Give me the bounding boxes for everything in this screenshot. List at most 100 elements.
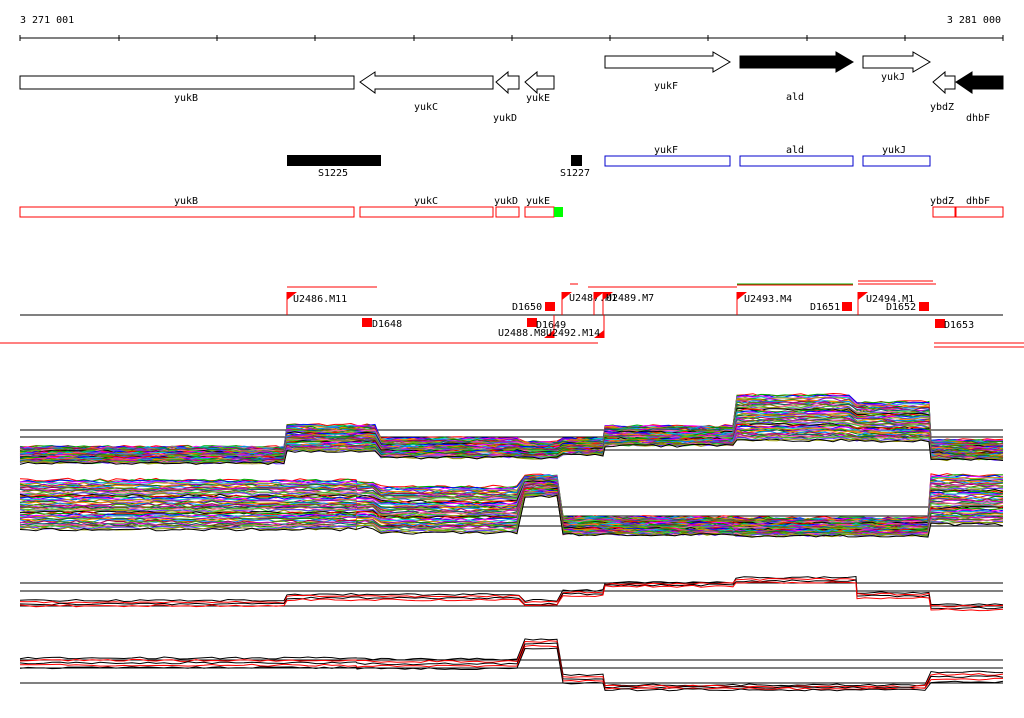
gene-label: yukB	[174, 93, 198, 104]
gene-dhbF[interactable]: dhbF	[955, 71, 1004, 124]
flag-label: U2494.M1	[866, 294, 914, 305]
operon-ald[interactable]: ald	[739, 145, 854, 167]
gene-yukF[interactable]: yukF	[604, 51, 731, 92]
expression-trace	[19, 638, 1004, 687]
cds-track: yukB yukC yukD yukE ybdZ dhbF	[19, 196, 1004, 218]
expression-trace	[19, 483, 1003, 529]
highlight-marker	[554, 207, 563, 217]
flag-U2492.M14[interactable]: U2492.M14	[546, 315, 605, 339]
expression-trace	[19, 412, 1004, 456]
expression-trace	[19, 575, 1004, 606]
flag-label: U2486.M11	[293, 294, 347, 305]
expression-trace	[19, 579, 1004, 610]
flag-U2493.M4[interactable]: U2493.M4	[736, 292, 792, 315]
cds-ybdZ[interactable]: ybdZ	[930, 196, 956, 218]
flag-D1652[interactable]: D1652	[886, 302, 929, 313]
cds-label: yukC	[414, 196, 438, 207]
gene-label: ybdZ	[930, 102, 954, 113]
gene-ybdZ[interactable]: ybdZ	[930, 70, 956, 113]
gene-yukJ[interactable]: yukJ	[862, 51, 931, 83]
coordinate-ruler: 3 271 001 3 281 000	[19, 15, 1004, 41]
feature-label: S1225	[318, 168, 348, 179]
expression-panel-4	[19, 638, 1004, 692]
flag-U2488.M8[interactable]: U2488.M8	[498, 315, 555, 339]
flag-label: U2489.M7	[606, 293, 654, 304]
flag-U2487.M1[interactable]: U2487.M1	[561, 292, 617, 315]
ruler-end-label: 3 281 000	[947, 15, 1001, 26]
gene-label: ald	[786, 92, 804, 103]
expression-traces	[19, 392, 1004, 466]
operon-yukF[interactable]: yukF	[604, 145, 731, 167]
cds-yukD[interactable]: yukD	[494, 196, 520, 218]
flag-D1651[interactable]: D1651	[810, 302, 852, 313]
gene-yukB[interactable]: yukB	[19, 75, 355, 104]
gene-label: yukC	[414, 102, 438, 113]
gene-yukD[interactable]: yukD	[493, 70, 520, 124]
ruler-ticks	[19, 35, 1004, 41]
flag-label: D1652	[886, 302, 916, 313]
expression-trace	[19, 492, 1004, 536]
operon-label: ald	[786, 145, 804, 156]
flag-label: D1653	[944, 320, 974, 331]
expression-trace	[19, 493, 1004, 537]
cds-yukE[interactable]: yukE	[524, 196, 563, 218]
cds-label: yukB	[174, 196, 198, 207]
operon-label: yukF	[654, 145, 678, 156]
flag-label: D1651	[810, 302, 840, 313]
flag-U2494.M1[interactable]: U2494.M1	[857, 292, 914, 315]
operon-label: yukJ	[882, 145, 906, 156]
cds-yukB[interactable]: yukB	[19, 196, 355, 218]
flag-label: U2492.M14	[546, 328, 600, 339]
gene-yukE[interactable]: yukE	[524, 70, 555, 104]
transcript-track: U2486.M11 D1650 U2487.M1 U2489.M7 U2493.…	[0, 280, 1024, 348]
flag-label: D1648	[372, 319, 402, 330]
expression-trace	[19, 581, 1004, 612]
flag-label: D1650	[512, 302, 542, 313]
cds-dhbF[interactable]: dhbF	[955, 196, 1004, 218]
flag-D1648[interactable]: D1648	[362, 318, 402, 330]
expression-traces	[19, 473, 1004, 538]
cds-label: dhbF	[966, 196, 990, 207]
expression-panel-1	[19, 392, 1004, 466]
flag-label: U2487.M1	[569, 293, 617, 304]
gene-label: yukE	[526, 93, 550, 104]
flag-U2489.M7[interactable]: U2489.M7	[593, 292, 654, 315]
flag-label: U2493.M4	[744, 294, 792, 305]
expression-trace	[19, 494, 1004, 538]
cds-label: ybdZ	[930, 196, 954, 207]
flag-D1653[interactable]: D1653	[935, 319, 974, 331]
expression-trace	[19, 425, 1004, 461]
flag-label: U2488.M8	[498, 328, 546, 339]
expression-trace	[19, 577, 1004, 608]
ruler-start-label: 3 271 001	[20, 15, 74, 26]
expression-trace	[19, 479, 1004, 525]
expression-trace	[19, 475, 1004, 521]
expression-trace	[19, 642, 1004, 689]
cds-label: yukD	[494, 196, 518, 207]
operon-yukJ[interactable]: yukJ	[862, 145, 931, 167]
expression-panel-2	[19, 473, 1004, 538]
feature-S1227[interactable]: S1227	[560, 155, 590, 179]
gene-yukC[interactable]: yukC	[359, 71, 494, 113]
gene-label: dhbF	[966, 113, 990, 124]
gene-label: yukJ	[881, 72, 905, 83]
gene-ald[interactable]: ald	[739, 51, 854, 103]
feature-S1225[interactable]: S1225	[287, 155, 381, 179]
s-feature-track: S1225 S1227	[287, 155, 590, 179]
expression-traces	[19, 575, 1004, 612]
expression-trace	[19, 421, 1004, 459]
feature-label: S1227	[560, 168, 590, 179]
flag-D1649[interactable]: D1649	[527, 318, 566, 331]
expression-trace	[19, 481, 1004, 527]
flag-D1650[interactable]: D1650	[512, 302, 555, 313]
operon-track: yukF ald yukJ	[604, 145, 931, 167]
gene-track: yukB yukC yukD yukE yukF ald yukJ ybdZ	[19, 51, 1004, 124]
cds-yukC[interactable]: yukC	[359, 196, 494, 218]
expression-trace	[19, 647, 1004, 692]
gene-label: yukF	[654, 81, 678, 92]
expression-trace	[19, 438, 1004, 466]
cds-label: yukE	[526, 196, 550, 207]
flag-U2486.M11[interactable]: U2486.M11	[286, 292, 347, 315]
